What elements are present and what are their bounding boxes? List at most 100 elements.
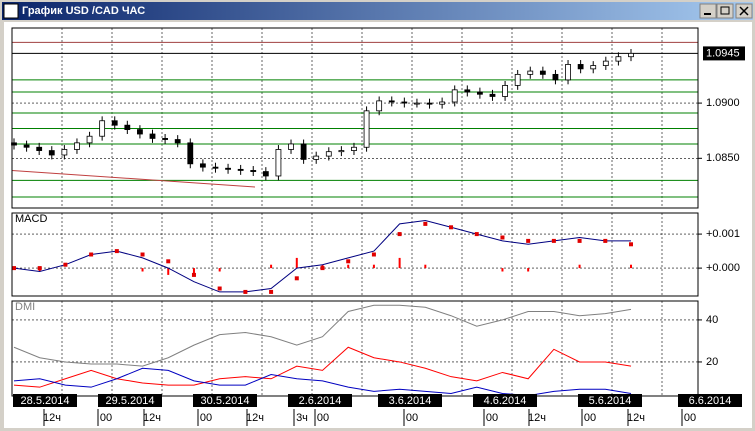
hour-label: 00	[200, 412, 212, 424]
candle-body	[363, 110, 370, 148]
candle-body	[577, 64, 584, 70]
signal-dot	[114, 249, 119, 254]
signal-dot	[397, 232, 402, 237]
candle-body	[351, 146, 357, 151]
candle-body	[514, 73, 521, 86]
candle-body	[527, 70, 534, 75]
candle-body	[313, 155, 320, 160]
candle-body	[489, 93, 496, 97]
hour-label: 12ч	[246, 412, 264, 424]
date-label: 5.6.2014	[589, 395, 632, 407]
candle-body	[237, 168, 244, 171]
candle-body	[338, 150, 345, 153]
candle-body	[86, 135, 93, 144]
y-tick-label: +0.000	[706, 262, 740, 274]
signal-dot	[191, 272, 196, 277]
candle-body	[162, 138, 169, 140]
candle-body	[23, 144, 30, 148]
signal-dot	[346, 259, 351, 264]
signal-dot	[269, 289, 274, 294]
signal-dot	[243, 289, 248, 294]
candle-body	[288, 143, 294, 150]
signal-dot	[63, 262, 68, 267]
candle-body	[174, 139, 181, 144]
candle-body	[439, 101, 446, 105]
candle-body	[590, 65, 597, 70]
signal-dot	[603, 238, 608, 243]
signal-dot	[89, 252, 94, 257]
signal-dot	[320, 266, 325, 271]
signal-dot	[449, 225, 454, 230]
candle-body	[262, 171, 269, 177]
hour-label: 00	[486, 412, 498, 424]
date-box	[13, 394, 77, 407]
date-label: 3.6.2014	[389, 395, 432, 407]
candle-body	[74, 142, 80, 150]
candle-body	[275, 149, 282, 177]
title-bar	[2, 2, 753, 20]
chart-area	[4, 22, 752, 428]
signal-dot	[526, 238, 531, 243]
signal-dot	[423, 221, 428, 226]
signal-dot	[500, 235, 505, 240]
candle-body	[187, 142, 194, 165]
y-tick-label: +0.001	[706, 228, 740, 240]
candle-body	[426, 102, 433, 105]
candle-body	[401, 101, 408, 104]
candle-body	[325, 151, 332, 157]
maximize-button[interactable]	[716, 3, 734, 19]
date-label: 28.5.2014	[21, 395, 70, 407]
last-price-box	[703, 46, 745, 61]
candle-body	[61, 149, 68, 156]
close-button[interactable]	[735, 3, 753, 19]
date-box	[98, 394, 162, 407]
y-tick-label: 1.0850	[706, 152, 740, 164]
candle-body	[628, 52, 634, 58]
panel-title: DMI	[15, 301, 35, 313]
window-title: График USD /CAD ЧАС	[22, 5, 145, 17]
date-label: 6.6.2014	[689, 395, 732, 407]
candle-body	[137, 129, 143, 135]
candle-body	[552, 73, 559, 81]
signal-dot	[140, 252, 145, 257]
signal-dot	[551, 238, 556, 243]
hour-label: 00	[317, 412, 329, 424]
candle-body	[225, 167, 231, 170]
date-box	[288, 394, 352, 407]
candle-body	[565, 64, 571, 81]
date-box	[193, 394, 257, 407]
signal-dot	[12, 266, 16, 271]
hour-label: 12ч	[627, 412, 645, 424]
candle-body	[149, 133, 156, 139]
signal-dot	[629, 242, 633, 247]
candle-body	[199, 163, 206, 168]
candle-body	[602, 60, 609, 66]
candle-body	[464, 89, 471, 93]
last-price-label: 1.0945	[706, 47, 740, 59]
hour-label: 12ч	[528, 412, 546, 424]
hour-label: 00	[584, 412, 596, 424]
hour-label: 12ч	[143, 412, 161, 424]
candle-body	[212, 166, 219, 169]
candle-body	[539, 70, 546, 75]
candle-body	[99, 120, 106, 137]
candle-body	[124, 124, 131, 130]
candle-body	[476, 91, 483, 95]
y-tick-label: 1.0900	[706, 97, 740, 109]
signal-dot	[166, 259, 171, 264]
hour-label: 3ч	[296, 412, 308, 424]
signal-dot	[371, 252, 376, 257]
panel-frame	[11, 212, 699, 297]
candle-body	[111, 120, 118, 126]
minimize-button[interactable]	[699, 3, 717, 19]
date-box	[678, 394, 742, 407]
date-label: 2.6.2014	[299, 395, 342, 407]
date-label: 29.5.2014	[106, 395, 155, 407]
hour-label: 00	[100, 412, 112, 424]
panel-title: MACD	[15, 213, 47, 225]
series-line	[13, 304, 632, 367]
signal-dot	[217, 286, 222, 291]
candle-body	[615, 56, 622, 62]
date-label: 4.6.2014	[484, 395, 527, 407]
